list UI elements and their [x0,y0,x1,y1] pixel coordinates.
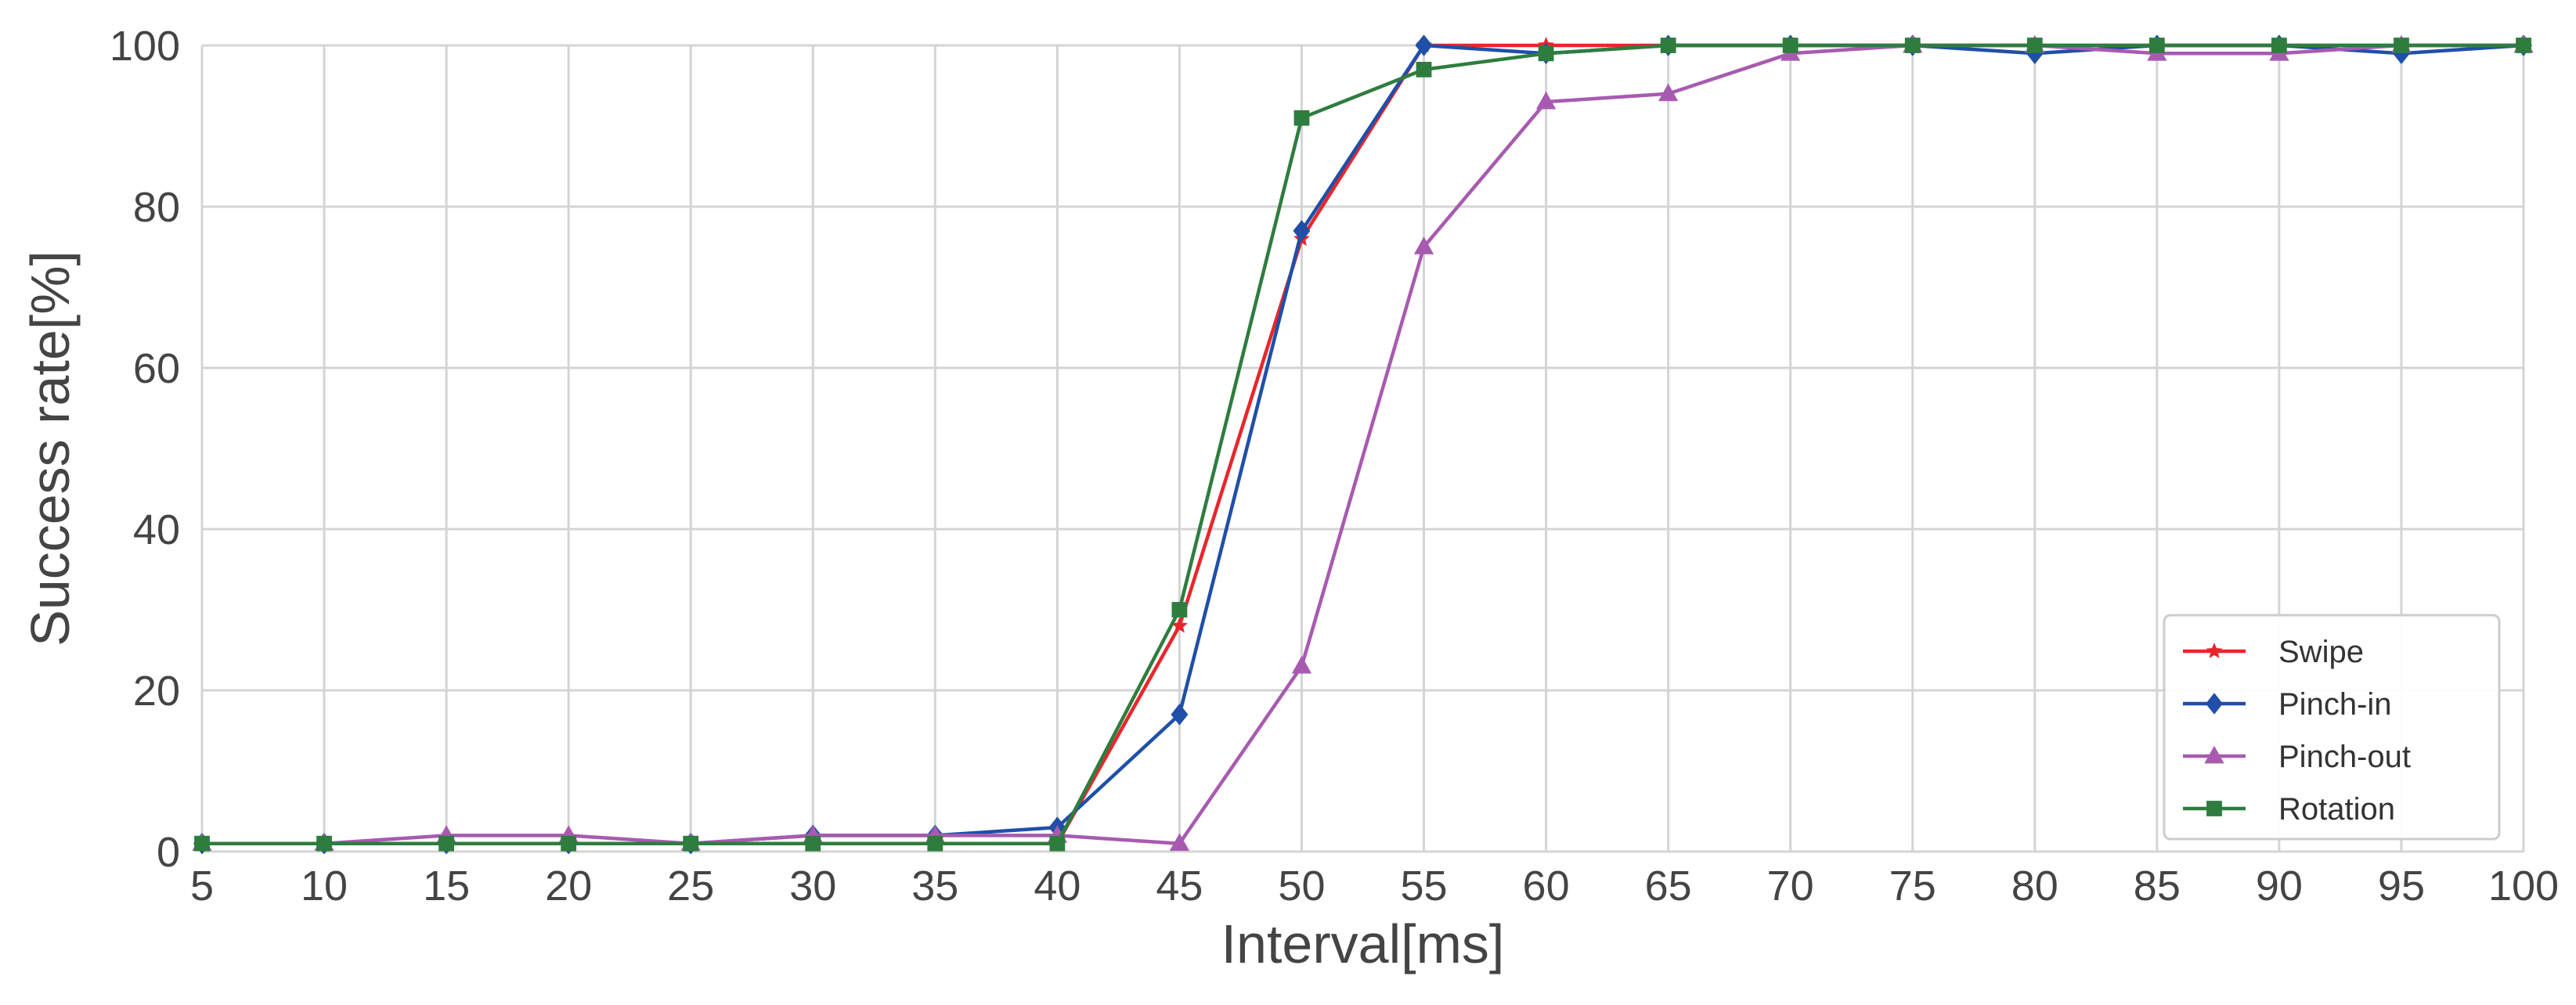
data-point [927,835,943,852]
data-point [683,835,699,852]
x-tick-label: 35 [911,863,958,910]
x-tick-label: 80 [2011,863,2058,910]
x-tick-label: 95 [2378,863,2425,910]
x-tick-label: 100 [2488,863,2559,910]
x-tick-label: 55 [1400,863,1447,910]
y-tick-label: 40 [133,506,180,553]
x-tick-labels: 5 10 15 20 25 30 35 40 45 50 55 60 65 70 75 80 85 90 95 100 [190,863,2559,910]
y-tick-label: 60 [133,345,180,392]
data-point [2148,38,2165,53]
series-rotation [194,38,2531,852]
data-point [1171,704,1189,726]
data-point [2204,745,2224,764]
x-tick-label: 65 [1645,863,1692,910]
data-point [1413,236,1434,254]
data-point [1049,835,1066,852]
data-point [1293,220,1311,242]
x-tick-label: 90 [2256,863,2303,910]
y-tick-labels: 0 20 40 60 80 100 [110,23,180,876]
x-tick-label: 75 [1889,863,1936,910]
data-point [1293,110,1310,126]
data-point [2026,38,2043,53]
x-tick-label: 30 [789,863,836,910]
legend: Swipe Pinch-in Pinch-out Rotation [2163,614,2501,841]
grid [200,44,2525,853]
legend-label: Swipe [2278,635,2364,669]
x-axis-label: Interval[ms] [1221,913,1505,974]
series-line [202,43,2524,845]
data-point [1535,91,1557,110]
data-point [1171,602,1188,618]
data-point [1660,38,1676,53]
x-tick-label: 85 [2134,863,2181,910]
x-tick-label: 10 [301,863,348,910]
data-point [1171,617,1188,633]
x-tick-label: 15 [423,863,470,910]
data-point [2394,38,2409,53]
x-tick-label: 45 [1156,863,1203,910]
data-point [2026,42,2044,65]
data-point [1415,34,1433,56]
x-tick-label: 5 [190,863,214,910]
data-point [194,835,210,852]
legend-label: Pinch-in [2278,687,2392,722]
data-point [805,835,821,852]
x-tick-label: 20 [545,863,592,910]
legend-item: Pinch-in [2183,687,2392,722]
data-point [1538,45,1554,62]
y-tick-label: 20 [133,668,180,715]
legend-item: Pinch-out [2183,740,2411,774]
data-point [1169,833,1190,852]
y-tick-label: 0 [157,829,180,876]
data-point [1658,83,1679,102]
x-tick-label: 40 [1034,863,1081,910]
y-axis-label: Success rate[%] [20,250,81,647]
x-tick-label: 70 [1767,863,1814,910]
x-tick-label: 25 [667,863,714,910]
data-point [438,835,455,852]
data-point [2206,693,2223,715]
legend-label: Rotation [2278,792,2395,827]
data-point [1416,62,1432,77]
series-line [202,43,2524,845]
legend-box [2163,614,2501,841]
data-point [2392,42,2410,65]
series-layer [192,34,2534,855]
data-point [2206,801,2222,816]
y-tick-label: 100 [110,23,180,70]
x-tick-label: 60 [1523,863,1570,910]
data-point [316,835,332,852]
data-point [1904,38,1921,53]
legend-item: Rotation [2183,792,2395,827]
data-point [2516,38,2531,53]
data-point [1291,655,1312,674]
y-tick-label: 80 [133,184,180,231]
data-point [2206,643,2223,658]
data-point [2271,38,2287,53]
legend-label: Pinch-out [2278,740,2411,774]
data-point [1782,38,1799,53]
data-point [561,835,577,852]
legend-item: Swipe [2183,635,2364,669]
x-tick-label: 50 [1278,863,1325,910]
